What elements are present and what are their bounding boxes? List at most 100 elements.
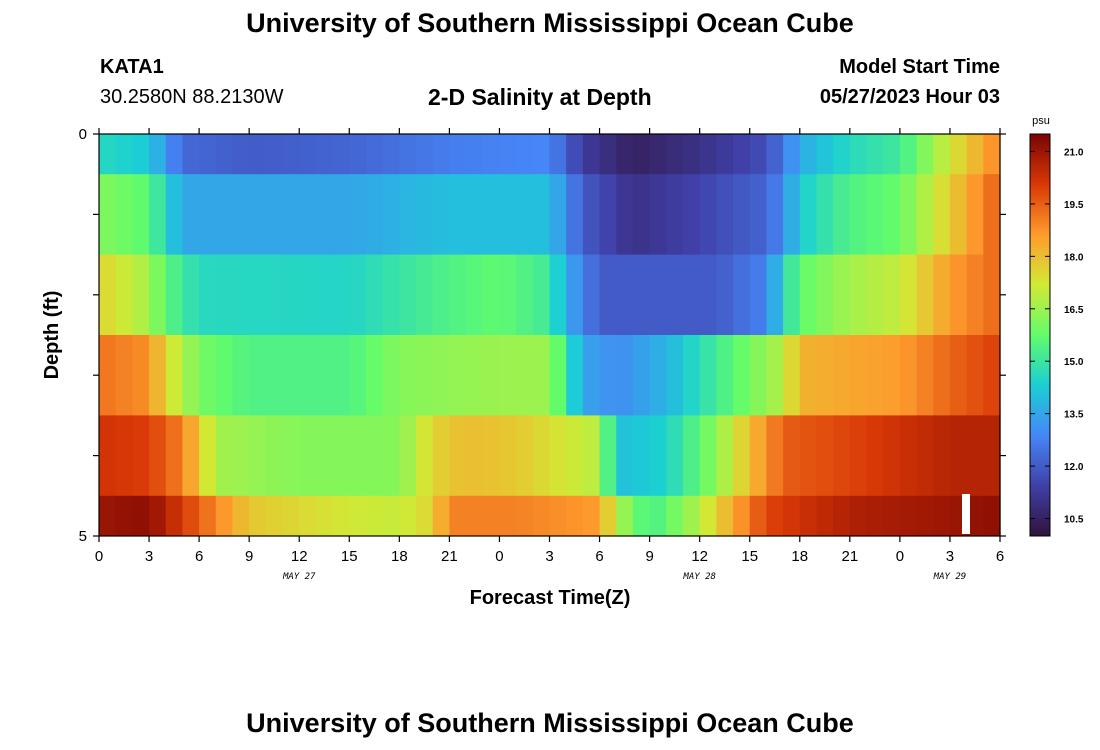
heatmap-cell — [666, 134, 684, 175]
colorbar-tick-label: 18.0 — [1064, 252, 1084, 263]
heatmap-cell — [682, 415, 701, 497]
station-id: KATA1 — [100, 56, 164, 78]
heatmap-cell — [282, 415, 300, 497]
heatmap-cell — [716, 134, 734, 175]
heatmap-cell — [299, 415, 317, 497]
heatmap-cell — [232, 415, 250, 497]
heatmap-cell — [916, 134, 934, 175]
heatmap-cell — [165, 415, 184, 497]
heatmap-cell — [632, 415, 651, 497]
heatmap-cell — [549, 495, 567, 537]
heatmap-cell — [132, 174, 150, 255]
heatmap-cell — [532, 134, 551, 175]
x-tick-label: 6 — [195, 548, 203, 565]
station-coords: 30.2580N 88.2130W — [100, 86, 284, 108]
heatmap-cell — [549, 174, 567, 255]
heatmap-cell — [499, 335, 517, 416]
colorbar-tick-label: 19.5 — [1064, 200, 1084, 211]
heatmap-cell — [733, 174, 751, 255]
heatmap-cell — [866, 335, 884, 416]
heatmap-cell — [883, 415, 901, 497]
heatmap-cell — [783, 174, 801, 255]
heatmap-cell — [933, 174, 951, 255]
heatmap-cell — [432, 335, 450, 416]
heatmap-cell — [249, 335, 267, 416]
heatmap-cell — [249, 415, 267, 497]
heatmap-cell — [682, 254, 701, 336]
heatmap-cell — [866, 134, 884, 175]
heatmap-cell — [149, 174, 167, 255]
heatmap-cell — [149, 134, 167, 175]
colorbar-ramp — [1029, 133, 1051, 537]
heatmap-cell — [382, 134, 400, 175]
heatmap-cell — [632, 254, 651, 336]
heatmap-cell — [749, 335, 768, 416]
heatmap-cell — [99, 254, 117, 336]
x-tick-label: 0 — [95, 548, 103, 565]
heatmap-cell — [816, 174, 834, 255]
heatmap-cell — [749, 134, 768, 175]
heatmap-cell — [265, 174, 284, 255]
heatmap-cell — [866, 254, 884, 336]
heatmap-cell — [399, 174, 417, 255]
heatmap-cell — [499, 415, 517, 497]
heatmap-cell — [799, 495, 818, 537]
footer-title: University of Southern Mississippi Ocean… — [246, 708, 854, 738]
heatmap-cell — [883, 134, 901, 175]
heatmap-cell — [516, 134, 534, 175]
heatmap-cell — [349, 254, 367, 336]
heatmap-cell — [232, 495, 250, 537]
heatmap-cell — [432, 174, 450, 255]
heatmap-cell — [215, 415, 234, 497]
heatmap-cell — [816, 415, 834, 497]
heatmap-cell — [833, 254, 851, 336]
heatmap-cell — [916, 415, 934, 497]
heatmap-cell — [616, 134, 634, 175]
heatmap-cell — [566, 335, 584, 416]
heatmap-cell — [132, 495, 150, 537]
heatmap-cell — [482, 174, 501, 255]
heatmap-cell — [449, 254, 467, 336]
heatmap-cell — [783, 495, 801, 537]
heatmap-cell — [566, 134, 584, 175]
x-tick-label: 18 — [791, 548, 808, 565]
heatmap-cell — [933, 415, 951, 497]
heatmap-cell — [699, 134, 717, 175]
heatmap-cell — [315, 174, 334, 255]
heatmap-cell — [649, 335, 667, 416]
heatmap-cell — [115, 174, 133, 255]
heatmap-cell — [165, 134, 184, 175]
heatmap-cell — [766, 495, 784, 537]
heatmap-cell — [516, 335, 534, 416]
heatmap-cell — [566, 254, 584, 336]
depth-layer-4 — [99, 415, 1001, 497]
heatmap-cell — [699, 415, 717, 497]
heatmap-cell — [716, 335, 734, 416]
x-tick-label: 12 — [691, 548, 708, 565]
heatmap-cell — [766, 415, 784, 497]
heatmap-cell — [466, 495, 484, 537]
heatmap-cell — [265, 495, 284, 537]
heatmap-cell — [733, 134, 751, 175]
x-tick-label: 9 — [645, 548, 653, 565]
heatmap-cell — [449, 134, 467, 175]
heatmap-cell — [265, 134, 284, 175]
heatmap-cell — [466, 415, 484, 497]
heatmap-cell — [666, 415, 684, 497]
heatmap-cell — [616, 495, 634, 537]
heatmap-cell — [149, 254, 167, 336]
heatmap-cell — [899, 335, 918, 416]
colorbar-tick-label: 15.0 — [1064, 357, 1084, 368]
heatmap-cell — [299, 134, 317, 175]
heatmap-cell — [99, 134, 117, 175]
heatmap-cell — [866, 495, 884, 537]
heatmap-cell — [816, 134, 834, 175]
depth-layer-3 — [99, 335, 1001, 416]
heatmap-cell — [199, 174, 217, 255]
heatmap-cell — [783, 254, 801, 336]
heatmap-cell — [215, 174, 234, 255]
heatmap-cell — [215, 134, 234, 175]
heatmap-cell — [382, 254, 400, 336]
heatmap-cell — [365, 335, 384, 416]
x-tick-label: 3 — [545, 548, 553, 565]
